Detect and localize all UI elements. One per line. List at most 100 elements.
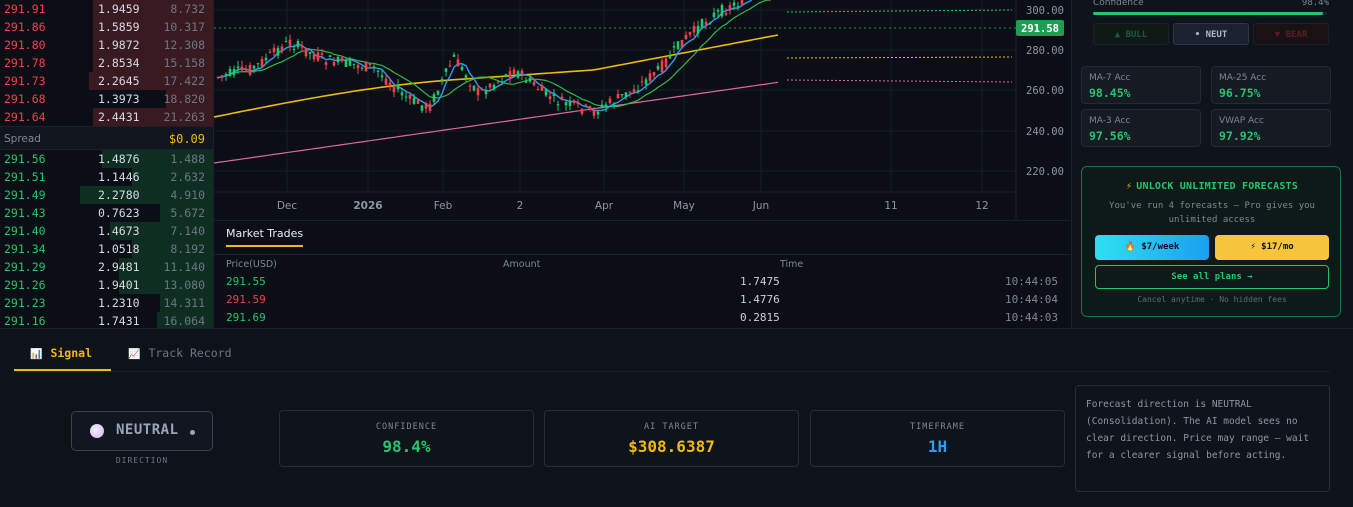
header-time: Time	[780, 259, 804, 270]
candle-body	[624, 92, 628, 98]
candle-body	[344, 59, 348, 68]
bid-row[interactable]: 291.26 1.9401 13.080	[0, 276, 213, 294]
bid-amount: 1.7431	[98, 314, 140, 328]
ask-row[interactable]: 291.86 1.5859 10.317	[0, 18, 213, 36]
candle-body	[384, 78, 388, 85]
candle-body	[460, 66, 464, 70]
divider	[214, 254, 1070, 255]
forecast-ma99	[786, 56, 1013, 59]
card-value: 98.4%	[382, 437, 431, 456]
bid-total: 4.910	[170, 188, 205, 202]
bid-row[interactable]: 291.16 1.7431 16.064	[0, 312, 213, 328]
candle-body	[348, 59, 352, 66]
trade-amount: 1.4776	[740, 293, 780, 306]
bid-price: 291.43	[4, 206, 46, 220]
bid-amount: 1.9401	[98, 278, 140, 292]
bid-row[interactable]: 291.56 1.4876 1.488	[0, 150, 213, 168]
x-tick-label: 2026	[353, 200, 382, 212]
x-tick-label: 2	[517, 200, 524, 212]
candle-body	[452, 54, 456, 57]
bid-row[interactable]: 291.49 2.2780 4.910	[0, 186, 213, 204]
bid-row[interactable]: 291.23 1.2310 14.311	[0, 294, 213, 312]
candle-body	[592, 109, 596, 116]
y-tick-label: 280.00	[1026, 45, 1064, 57]
bid-amount: 1.1446	[98, 170, 140, 184]
candle-body	[560, 96, 564, 101]
monthly-plan-button[interactable]: ⚡ $17/mo	[1215, 235, 1329, 260]
x-tick-label: Jun	[752, 200, 769, 212]
candle-body	[684, 35, 688, 40]
card-value: 1H	[927, 437, 948, 456]
y-tick-label: 260.00	[1026, 85, 1064, 97]
vote-neutral-button[interactable]: • NEUT	[1173, 23, 1249, 45]
bid-amount: 1.4673	[98, 224, 140, 238]
candle-body	[724, 12, 728, 15]
bid-amount: 1.2310	[98, 296, 140, 310]
bid-row[interactable]: 291.40 1.4673 7.140	[0, 222, 213, 240]
bid-row[interactable]: 291.29 2.9481 11.140	[0, 258, 213, 276]
trade-time: 10:44:05	[1005, 275, 1058, 288]
ask-row[interactable]: 291.64 2.4431 21.263	[0, 108, 213, 126]
bid-list: 291.56 1.4876 1.488 291.51 1.1446 2.632 291.49…	[0, 150, 213, 328]
candle-body	[388, 82, 392, 86]
tab-signal[interactable]: 📊 Signal	[14, 339, 111, 371]
candle-body	[628, 91, 632, 93]
ask-row[interactable]: 291.91 1.9459 8.732	[0, 0, 213, 18]
candle-body	[736, 5, 740, 8]
candle-body	[644, 79, 648, 85]
depth-bar	[93, 36, 213, 54]
vote-bear-button[interactable]: ▼ BEAR	[1253, 23, 1329, 45]
bid-price: 291.16	[4, 314, 46, 328]
ask-row[interactable]: 291.80 1.9872 12.308	[0, 36, 213, 54]
ask-row[interactable]: 291.73 2.2645 17.422	[0, 72, 213, 90]
candle-body	[488, 83, 492, 88]
bid-row[interactable]: 291.34 1.0518 8.192	[0, 240, 213, 258]
ask-price: 291.68	[4, 92, 46, 106]
tab-track-label: Track Record	[148, 346, 232, 360]
ask-row[interactable]: 291.78 2.8534 15.158	[0, 54, 213, 72]
ask-row[interactable]: 291.68 1.3973 18.820	[0, 90, 213, 108]
candle-body	[376, 70, 380, 72]
candle-body	[740, 0, 744, 5]
candle-body	[656, 65, 660, 70]
bid-amount: 2.9481	[98, 260, 140, 274]
bid-row[interactable]: 291.43 0.7623 5.672	[0, 204, 213, 222]
candle-body	[228, 68, 232, 76]
trade-amount: 1.7475	[740, 275, 780, 288]
candle-body	[224, 73, 228, 77]
tab-signal-label: Signal	[50, 346, 92, 360]
candlestick-chart[interactable]: 300.00 280.00 260.00 240.00 220.00 Dec 2026 Feb…	[214, 0, 1070, 220]
tab-track-record[interactable]: 📈 Track Record	[128, 339, 232, 371]
trade-amount: 0.2815	[740, 311, 780, 324]
candle-body	[616, 94, 620, 99]
bid-total: 13.080	[163, 278, 205, 292]
price-chart[interactable]: 300.00 280.00 260.00 240.00 220.00 Dec 2026 Feb…	[214, 0, 1070, 220]
candle-body	[432, 94, 436, 102]
tab-market-trades[interactable]: Market Trades	[226, 227, 304, 247]
ask-total: 17.422	[163, 74, 205, 88]
ask-price: 291.78	[4, 56, 46, 70]
candle-body	[540, 85, 544, 91]
spread-label: Spread	[4, 133, 41, 145]
spread-row: Spread $0.09	[0, 126, 213, 150]
bid-total: 2.632	[170, 170, 205, 184]
trade-price: 291.55	[226, 275, 266, 288]
weekly-plan-button[interactable]: 🔥 $7/week	[1095, 235, 1209, 260]
bid-amount: 1.4876	[98, 152, 140, 166]
price-badge	[1016, 20, 1064, 36]
candle-body	[380, 75, 384, 78]
candle-body	[576, 101, 580, 105]
vote-bull-button[interactable]: ▲ BULL	[1093, 23, 1169, 45]
candle-body	[608, 98, 612, 104]
candle-body	[284, 41, 288, 43]
candle-body	[236, 66, 240, 69]
candle-body	[392, 86, 396, 93]
bid-row[interactable]: 291.51 1.1446 2.632	[0, 168, 213, 186]
bid-price: 291.56	[4, 152, 46, 166]
ma25-accuracy-card: MA-25 Acc 96.75%	[1211, 66, 1331, 104]
candle-body	[408, 95, 412, 99]
see-all-plans-button[interactable]: See all plans →	[1095, 265, 1329, 289]
candle-body	[532, 81, 536, 86]
direction-caption: DIRECTION	[115, 456, 169, 465]
candle-body	[464, 75, 468, 79]
